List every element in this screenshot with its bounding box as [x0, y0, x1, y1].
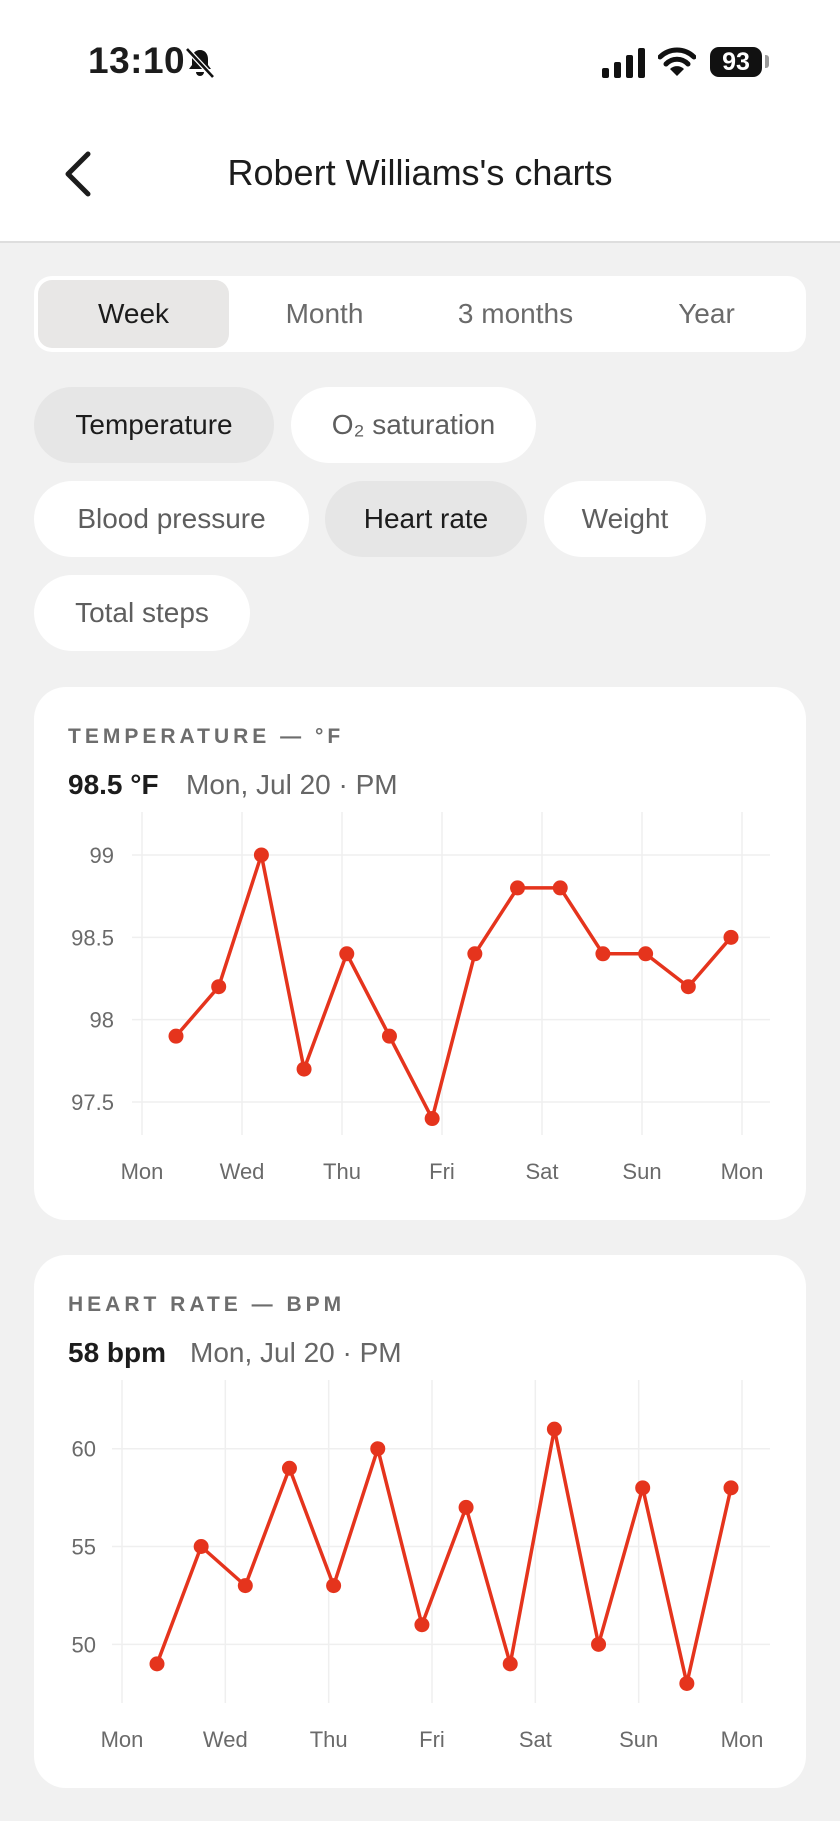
card-title: TEMPERATURE — °F [68, 725, 345, 748]
y-tick-label: 98 [90, 1008, 114, 1033]
x-tick-label: Mon [121, 1159, 164, 1184]
card-date: Mon, Jul 20 · PM [190, 1337, 402, 1368]
chip-o2-saturation[interactable]: O₂ saturation [291, 387, 536, 463]
data-point [458, 1499, 474, 1515]
data-point [211, 979, 227, 995]
bell-off-icon [185, 47, 215, 79]
y-tick-label: 50 [72, 1632, 96, 1657]
data-point [723, 1480, 739, 1496]
data-point [635, 1480, 651, 1496]
heart-rate-chart: 60 55 50 Mon Wed Thu Fri Sat Sun Mon [72, 1380, 770, 1752]
y-tick-label: 55 [72, 1535, 96, 1560]
x-tick-label: Wed [203, 1727, 248, 1752]
x-tick-label: Sat [525, 1159, 558, 1184]
data-point [638, 946, 654, 962]
data-point [723, 929, 739, 945]
data-point [414, 1617, 430, 1633]
x-tick-label: Mon [101, 1727, 144, 1752]
x-tick-label: Wed [220, 1159, 265, 1184]
x-tick-label: Thu [323, 1159, 361, 1184]
data-point [502, 1656, 518, 1672]
data-point [591, 1636, 607, 1652]
temperature-chart: 99 98.5 98 97.5 Mon Wed Thu Fri Sat Sun Mon [71, 812, 770, 1184]
tab-year[interactable]: Year [678, 298, 735, 329]
x-tick-label: Fri [429, 1159, 455, 1184]
x-tick-label: Thu [310, 1727, 348, 1752]
data-point [237, 1578, 253, 1594]
signal-icon [602, 48, 645, 78]
x-tick-label: Mon [721, 1159, 764, 1184]
battery-indicator: 93 [710, 47, 762, 77]
data-point [281, 1460, 297, 1476]
x-tick-label: Sat [519, 1727, 552, 1752]
data-point [467, 946, 483, 962]
card-title: HEART RATE — BPM [68, 1293, 346, 1316]
temperature-card[interactable]: TEMPERATURE — °F 98.5 °F Mon, Jul 20 · P… [34, 687, 806, 1220]
x-tick-label: Sun [619, 1727, 658, 1752]
series-line [174, 853, 733, 1121]
x-tick-label: Fri [419, 1727, 445, 1752]
tab-3-months[interactable]: 3 months [457, 298, 574, 329]
series-line [155, 1427, 733, 1686]
y-tick-label: 97.5 [71, 1090, 114, 1115]
card-value: 98.5 °F [68, 769, 159, 800]
data-point [253, 847, 269, 863]
chip-blood-pressure[interactable]: Blood pressure [34, 481, 309, 557]
chip-weight[interactable]: Weight [544, 481, 706, 557]
back-button[interactable] [56, 146, 100, 202]
data-point [424, 1111, 440, 1127]
wifi-icon [658, 47, 696, 76]
top-bar: 13:10 93 Robert Williams's charts [0, 0, 840, 243]
data-point [370, 1441, 386, 1457]
x-tick-label: Sun [622, 1159, 661, 1184]
battery-nub [765, 55, 769, 68]
status-time: 13:10 [88, 40, 186, 81]
data-point [149, 1656, 165, 1672]
data-point [546, 1421, 562, 1437]
data-point [552, 880, 568, 896]
y-tick-label: 60 [72, 1437, 96, 1462]
card-value: 58 bpm [68, 1337, 167, 1368]
data-point [193, 1539, 209, 1554]
tab-month[interactable]: Month [285, 298, 364, 329]
data-point [339, 946, 355, 962]
chip-heart-rate[interactable]: Heart rate [325, 481, 527, 557]
chevron-left-icon [65, 151, 91, 197]
tab-week[interactable]: Week [38, 280, 229, 348]
data-point [296, 1061, 312, 1077]
data-point [680, 979, 696, 995]
data-point [168, 1028, 184, 1044]
chip-total-steps[interactable]: Total steps [34, 575, 250, 651]
range-segmented-control: Week Month 3 months Year [34, 276, 806, 352]
data-point [595, 946, 611, 962]
data-point [510, 880, 526, 896]
data-point [326, 1578, 342, 1594]
y-tick-label: 98.5 [71, 925, 114, 950]
x-tick-label: Mon [721, 1727, 764, 1752]
card-date: Mon, Jul 20 · PM [186, 769, 398, 800]
data-point [381, 1028, 397, 1044]
heart-rate-card[interactable]: HEART RATE — BPM 58 bpm Mon, Jul 20 · PM… [34, 1255, 806, 1788]
data-point [679, 1675, 695, 1691]
page-title: Robert Williams's charts [227, 152, 613, 193]
chip-temperature[interactable]: Temperature [34, 387, 274, 463]
y-tick-label: 99 [90, 843, 114, 868]
